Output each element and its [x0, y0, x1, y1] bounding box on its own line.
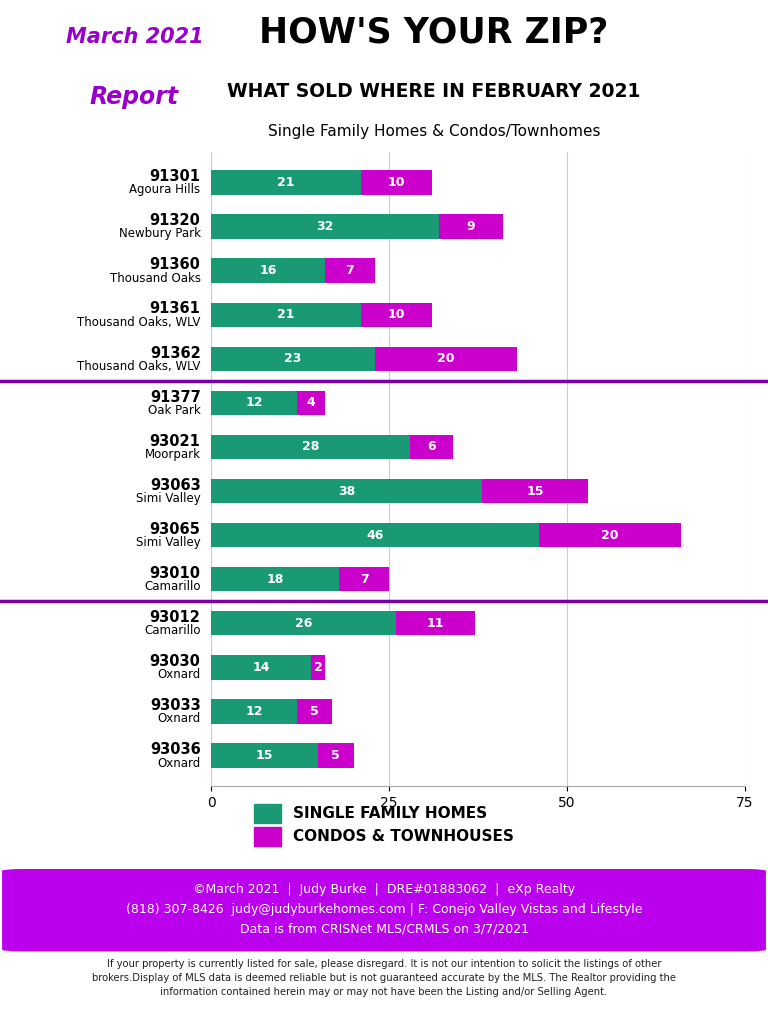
- Text: 11: 11: [427, 616, 444, 630]
- Text: Camarillo: Camarillo: [144, 625, 200, 637]
- Text: 38: 38: [338, 484, 355, 498]
- Text: 12: 12: [245, 705, 263, 718]
- Text: 18: 18: [266, 572, 284, 586]
- Text: Oxnard: Oxnard: [157, 757, 200, 770]
- Bar: [211, 347, 375, 371]
- Text: 91301: 91301: [150, 169, 200, 184]
- Text: Oak Park: Oak Park: [147, 403, 200, 417]
- Text: 21: 21: [277, 308, 295, 322]
- Text: 46: 46: [366, 528, 383, 542]
- Text: 20: 20: [437, 352, 455, 366]
- Text: Agoura Hills: Agoura Hills: [129, 183, 200, 197]
- Text: 4: 4: [306, 396, 315, 410]
- Text: 91320: 91320: [150, 213, 200, 228]
- Text: 93063: 93063: [150, 478, 200, 493]
- Bar: [396, 611, 475, 636]
- Bar: [211, 391, 296, 415]
- Bar: [296, 699, 333, 724]
- Text: Thousand Oaks: Thousand Oaks: [110, 271, 200, 285]
- Bar: [211, 743, 318, 768]
- Text: 14: 14: [252, 660, 270, 674]
- Text: If your property is currently listed for sale, please disregard. It is not our i: If your property is currently listed for…: [92, 958, 676, 996]
- Text: 93036: 93036: [150, 742, 200, 758]
- Text: 91361: 91361: [150, 301, 200, 316]
- Text: 26: 26: [295, 616, 313, 630]
- Text: 93033: 93033: [150, 698, 200, 714]
- Text: 7: 7: [346, 264, 354, 278]
- FancyBboxPatch shape: [0, 867, 768, 953]
- Bar: [439, 214, 503, 239]
- Bar: [375, 347, 517, 371]
- Text: 10: 10: [388, 308, 405, 322]
- Text: March 2021: March 2021: [65, 28, 204, 47]
- Text: Simi Valley: Simi Valley: [136, 537, 200, 549]
- Text: 21: 21: [277, 176, 295, 188]
- Text: 7: 7: [360, 572, 369, 586]
- Text: 93065: 93065: [150, 522, 200, 537]
- Bar: [211, 258, 325, 283]
- Text: Thousand Oaks, WLV: Thousand Oaks, WLV: [77, 315, 200, 329]
- Text: Oxnard: Oxnard: [157, 713, 200, 725]
- Text: 93012: 93012: [150, 610, 200, 625]
- Text: 93030: 93030: [150, 654, 200, 669]
- Bar: [211, 214, 439, 239]
- Bar: [311, 655, 325, 680]
- Text: ©March 2021  |  Judy Burke  |  DRE#01883062  |  eXp Realty
(818) 307-8426  judy@: ©March 2021 | Judy Burke | DRE#01883062 …: [126, 883, 642, 936]
- Text: 16: 16: [260, 264, 276, 278]
- Text: 12: 12: [245, 396, 263, 410]
- Text: 5: 5: [310, 705, 319, 718]
- Text: 9: 9: [467, 220, 475, 233]
- Text: 15: 15: [256, 750, 273, 762]
- Bar: [325, 258, 375, 283]
- Text: Report: Report: [90, 85, 179, 109]
- Bar: [211, 523, 538, 547]
- Bar: [296, 391, 325, 415]
- Text: 91362: 91362: [150, 345, 200, 360]
- Bar: [361, 170, 432, 195]
- Bar: [211, 655, 311, 680]
- Text: Camarillo: Camarillo: [144, 581, 200, 593]
- Text: 5: 5: [331, 750, 340, 762]
- Bar: [318, 743, 353, 768]
- Text: 93021: 93021: [150, 434, 200, 449]
- Text: Thousand Oaks, WLV: Thousand Oaks, WLV: [77, 359, 200, 373]
- Bar: [211, 699, 296, 724]
- Text: Simi Valley: Simi Valley: [136, 492, 200, 505]
- Text: WHAT SOLD WHERE IN FEBRUARY 2021: WHAT SOLD WHERE IN FEBRUARY 2021: [227, 82, 641, 100]
- Bar: [211, 567, 339, 591]
- Bar: [211, 302, 361, 327]
- Text: 93010: 93010: [150, 566, 200, 581]
- Text: Newbury Park: Newbury Park: [118, 227, 200, 241]
- Text: 91360: 91360: [150, 257, 200, 272]
- Text: 10: 10: [388, 176, 405, 188]
- Bar: [482, 479, 588, 503]
- Bar: [211, 611, 396, 636]
- Text: 2: 2: [313, 660, 323, 674]
- Bar: [211, 435, 410, 459]
- Bar: [211, 479, 482, 503]
- Bar: [538, 523, 681, 547]
- Text: 32: 32: [316, 220, 334, 233]
- Bar: [361, 302, 432, 327]
- Text: HOW'S YOUR ZIP?: HOW'S YOUR ZIP?: [260, 15, 608, 49]
- Text: Single Family Homes & Condos/Townhomes: Single Family Homes & Condos/Townhomes: [268, 125, 600, 139]
- Bar: [211, 170, 361, 195]
- Text: 6: 6: [428, 440, 436, 454]
- Text: 91377: 91377: [150, 389, 200, 404]
- Text: 20: 20: [601, 528, 618, 542]
- Legend: SINGLE FAMILY HOMES, CONDOS & TOWNHOUSES: SINGLE FAMILY HOMES, CONDOS & TOWNHOUSES: [249, 800, 519, 850]
- Text: Oxnard: Oxnard: [157, 669, 200, 681]
- Text: 23: 23: [284, 352, 302, 366]
- Text: 15: 15: [526, 484, 544, 498]
- Bar: [410, 435, 453, 459]
- Text: Moorpark: Moorpark: [144, 447, 200, 461]
- Bar: [339, 567, 389, 591]
- Text: 28: 28: [302, 440, 319, 454]
